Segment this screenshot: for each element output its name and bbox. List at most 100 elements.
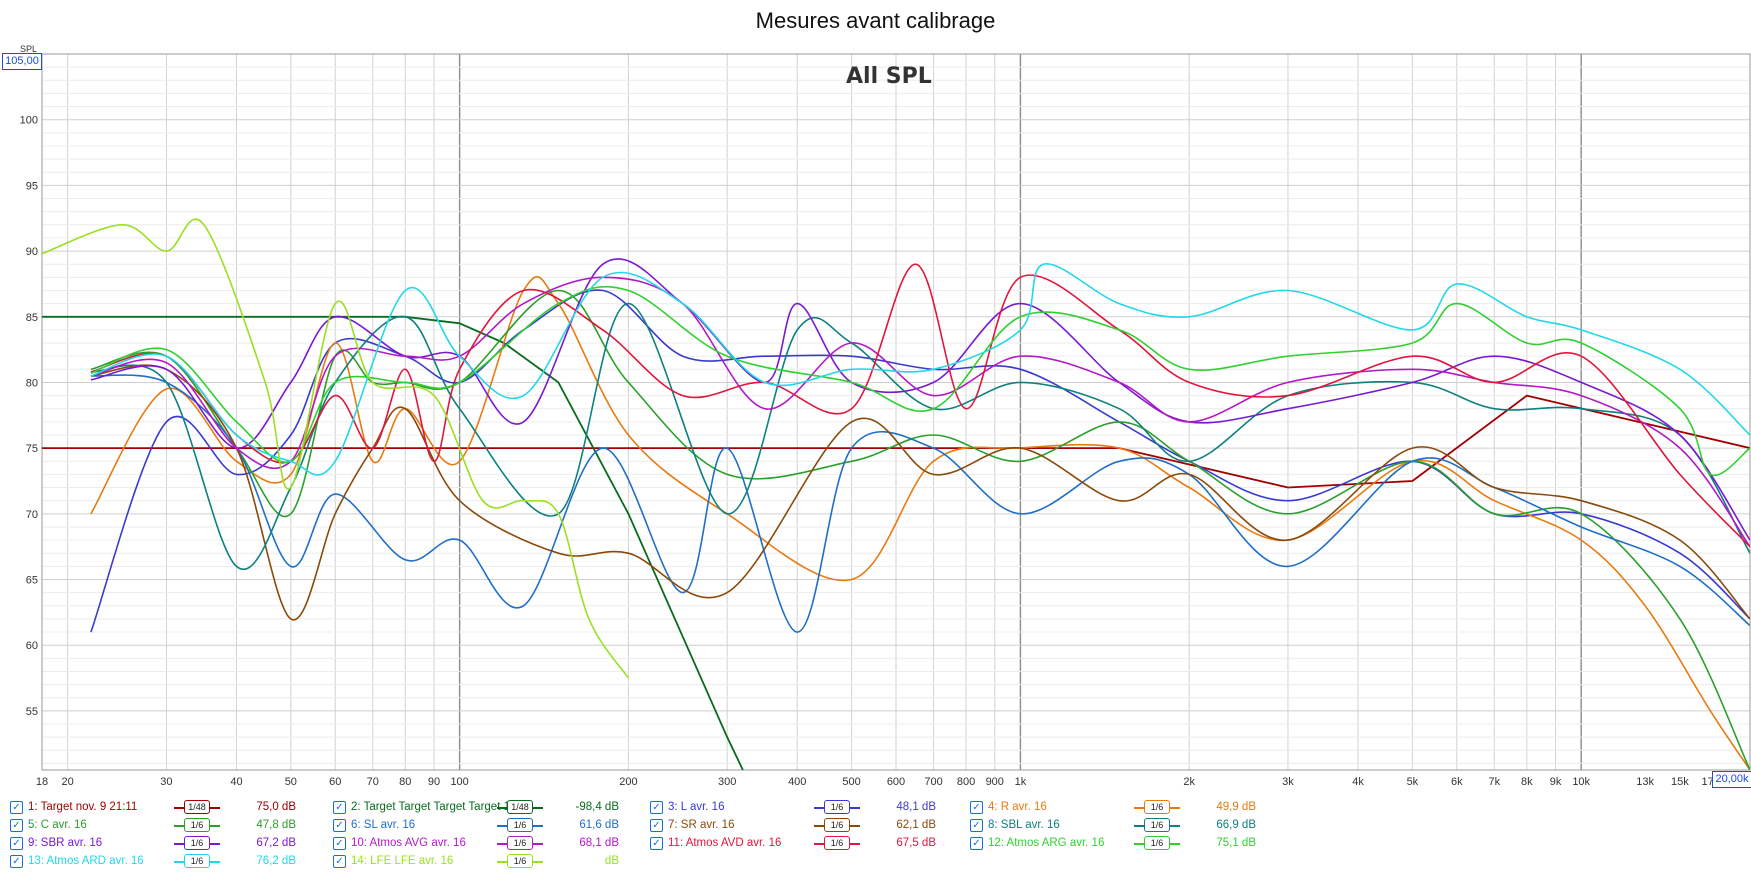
smoothing-label: 1/6 [184, 818, 210, 832]
x-tick-label: 70 [367, 776, 379, 788]
x-tick-label: 4k [1352, 776, 1364, 788]
legend-series-name: 11: Atmos AVD avr. 16 [668, 837, 782, 849]
legend-item: ✓ 7: SR avr. 16 1/6 62,1 dB [650, 817, 950, 835]
smoothing-label: 1/6 [1144, 800, 1170, 814]
series-line-4 [90, 276, 1750, 770]
x-tick-label: 2k [1183, 776, 1195, 788]
x-tick-label: 20 [62, 776, 74, 788]
legend-item: ✓ 14: LFE LFE avr. 16 1/6 dB [333, 853, 633, 871]
legend-item: ✓ 9: SBR avr. 16 1/6 67,2 dB [10, 835, 310, 853]
x-tick-label: 5k [1407, 776, 1419, 788]
legend-series-name: 10: Atmos AVG avr. 16 [351, 837, 466, 849]
legend-checkbox[interactable]: ✓ [970, 819, 983, 832]
series-line-5 [90, 289, 1750, 770]
legend-checkbox[interactable]: ✓ [970, 837, 983, 850]
legend-item: ✓ 6: SL avr. 16 1/6 61,6 dB [333, 817, 633, 835]
legend-item: ✓ 3: L avr. 16 1/6 48,1 dB [650, 799, 950, 817]
legend-level-value: 66,9 dB [1216, 819, 1256, 831]
x-tick-label: 18 [36, 776, 48, 788]
smoothing-label: 1/48 [184, 800, 210, 814]
smoothing-button[interactable]: 1/6 [497, 818, 543, 832]
smoothing-button[interactable]: 1/6 [1134, 836, 1180, 850]
x-tick-label: 40 [230, 776, 242, 788]
smoothing-button[interactable]: 1/48 [174, 800, 220, 814]
x-tick-label: 7k [1489, 776, 1501, 788]
legend-level-value: 48,1 dB [896, 801, 936, 813]
legend-level-value: 62,1 dB [896, 819, 936, 831]
plot-frame [41, 53, 1751, 771]
smoothing-button[interactable]: 1/6 [174, 854, 220, 868]
legend-series-name: 7: SR avr. 16 [668, 819, 735, 831]
legend-checkbox[interactable]: ✓ [10, 801, 23, 814]
legend-item: ✓ 12: Atmos ARG avr. 16 1/6 75,1 dB [970, 835, 1270, 853]
legend-checkbox[interactable]: ✓ [10, 819, 23, 832]
x-tick-label: 700 [924, 776, 942, 788]
legend-series-name: 14: LFE LFE avr. 16 [351, 855, 454, 867]
series-line-10 [90, 276, 1750, 548]
legend-checkbox[interactable]: ✓ [650, 819, 663, 832]
legend-series-name: 5: C avr. 16 [28, 819, 87, 831]
legend-checkbox[interactable]: ✓ [333, 801, 346, 814]
legend-series-name: 8: SBL avr. 16 [988, 819, 1060, 831]
legend-checkbox[interactable]: ✓ [650, 801, 663, 814]
smoothing-button[interactable]: 1/6 [814, 836, 860, 850]
smoothing-button[interactable]: 1/6 [814, 800, 860, 814]
x-tick-label: 10k [1572, 776, 1590, 788]
x-tick-label: 6k [1451, 776, 1463, 788]
legend-level-value: dB [604, 855, 619, 867]
y-tick-label: 65 [26, 575, 38, 587]
x-tick-label: 50 [285, 776, 297, 788]
x-tick-label: 200 [619, 776, 637, 788]
smoothing-label: 1/6 [824, 836, 850, 850]
x-tick-label: 30 [160, 776, 172, 788]
legend-level-value: -98,4 dB [575, 801, 619, 813]
y-tick-label: 85 [26, 312, 38, 324]
x-tick-label: 8k [1521, 776, 1533, 788]
y-axis-label: SPL [20, 44, 38, 54]
series-line-1 [42, 394, 1750, 489]
smoothing-label: 1/6 [184, 854, 210, 868]
y-tick-label: 80 [26, 377, 38, 389]
legend-item: ✓ 10: Atmos AVG avr. 16 1/6 68,1 dB [333, 835, 633, 853]
legend-level-value: 76,2 dB [256, 855, 296, 867]
smoothing-label: 1/6 [184, 836, 210, 850]
smoothing-button[interactable]: 1/6 [814, 818, 860, 832]
legend-series-name: 12: Atmos ARG avr. 16 [988, 837, 1105, 849]
legend-checkbox[interactable]: ✓ [10, 855, 23, 868]
smoothing-label: 1/6 [507, 836, 533, 850]
legend-series-name: 4: R avr. 16 [988, 801, 1047, 813]
x-tick-label: 90 [428, 776, 440, 788]
x-tick-label: 60 [329, 776, 341, 788]
y-tick-label: 100 [20, 115, 38, 127]
legend-checkbox[interactable]: ✓ [333, 819, 346, 832]
smoothing-button[interactable]: 1/6 [1134, 800, 1180, 814]
x-max-input[interactable]: 20,00k [1712, 771, 1751, 788]
legend-level-value: 68,1 dB [579, 837, 619, 849]
legend-checkbox[interactable]: ✓ [333, 855, 346, 868]
y-tick-label: 60 [26, 640, 38, 652]
legend-level-value: 47,8 dB [256, 819, 296, 831]
series-line-2 [42, 315, 744, 770]
smoothing-button[interactable]: 1/6 [174, 818, 220, 832]
smoothing-button[interactable]: 1/6 [174, 836, 220, 850]
smoothing-label: 1/6 [1144, 836, 1170, 850]
legend-level-value: 49,9 dB [1216, 801, 1256, 813]
smoothing-button[interactable]: 1/48 [497, 800, 543, 814]
smoothing-button[interactable]: 1/6 [497, 854, 543, 868]
smoothing-label: 1/6 [824, 800, 850, 814]
legend-checkbox[interactable]: ✓ [970, 801, 983, 814]
legend-series-name: 1: Target nov. 9 21:11 [28, 801, 138, 813]
legend-checkbox[interactable]: ✓ [333, 837, 346, 850]
smoothing-button[interactable]: 1/6 [497, 836, 543, 850]
legend-item: ✓ 8: SBL avr. 16 1/6 66,9 dB [970, 817, 1270, 835]
legend-checkbox[interactable]: ✓ [650, 837, 663, 850]
smoothing-button[interactable]: 1/6 [1134, 818, 1180, 832]
x-tick-label: 15k [1671, 776, 1689, 788]
legend-level-value: 67,2 dB [256, 837, 296, 849]
legend-item: ✓ 11: Atmos AVD avr. 16 1/6 67,5 dB [650, 835, 950, 853]
spl-chart: 55 60 65 70 75 80 85 90 95 100 18 20 30 40 50 60 70 80 90 1… [20, 53, 1751, 788]
series-line-12 [90, 285, 1750, 477]
series-line-13 [90, 263, 1750, 476]
y-max-input[interactable]: 105,00 [2, 53, 42, 70]
legend-checkbox[interactable]: ✓ [10, 837, 23, 850]
